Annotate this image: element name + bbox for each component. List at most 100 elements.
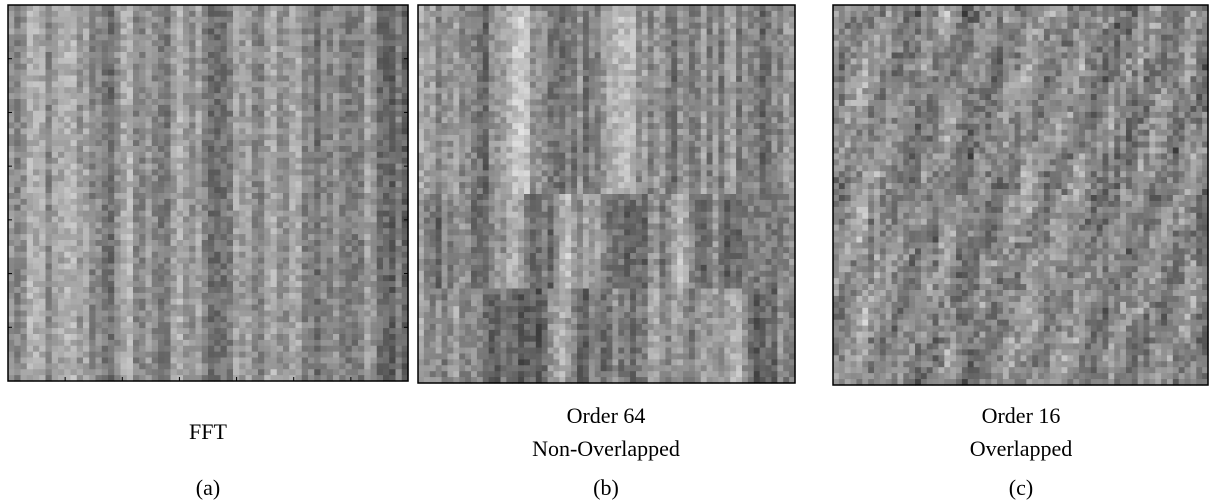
pixel bbox=[766, 5, 772, 12]
pixel bbox=[506, 40, 512, 47]
pixel bbox=[283, 352, 290, 358]
pixel bbox=[377, 334, 384, 340]
pixel bbox=[377, 17, 384, 23]
pixel bbox=[27, 187, 34, 193]
pixel bbox=[183, 334, 190, 340]
pixel bbox=[548, 76, 554, 83]
pixel bbox=[296, 328, 303, 334]
pixel bbox=[271, 217, 278, 223]
pixel bbox=[77, 287, 84, 293]
pixel bbox=[252, 70, 259, 76]
pixel bbox=[718, 35, 724, 42]
pixel bbox=[500, 17, 506, 24]
pixel bbox=[52, 316, 59, 322]
pixel bbox=[553, 29, 559, 36]
pixel bbox=[89, 328, 96, 334]
pixel bbox=[327, 93, 334, 99]
pixel bbox=[553, 35, 559, 42]
pixel bbox=[396, 40, 403, 46]
pixel bbox=[252, 346, 259, 352]
pixel bbox=[121, 211, 128, 217]
pixel bbox=[577, 23, 583, 30]
pixel bbox=[221, 93, 228, 99]
pixel bbox=[308, 340, 315, 346]
pixel bbox=[133, 17, 140, 23]
pixel bbox=[264, 205, 271, 211]
pixel bbox=[358, 193, 365, 199]
pixel bbox=[21, 264, 28, 270]
pixel bbox=[477, 29, 483, 36]
pixel bbox=[177, 293, 184, 299]
pixel bbox=[58, 311, 65, 317]
pixel bbox=[171, 152, 178, 158]
pixel bbox=[377, 158, 384, 164]
pixel bbox=[530, 64, 536, 71]
pixel bbox=[214, 369, 221, 375]
pixel bbox=[364, 128, 371, 134]
pixel bbox=[436, 64, 442, 71]
pixel bbox=[339, 205, 346, 211]
pixel bbox=[171, 5, 178, 11]
pixel bbox=[358, 46, 365, 52]
pixel bbox=[171, 234, 178, 240]
pixel bbox=[83, 363, 90, 369]
pixel bbox=[352, 246, 359, 252]
pixel bbox=[8, 334, 15, 340]
pixel bbox=[89, 346, 96, 352]
pixel bbox=[221, 99, 228, 105]
pixel bbox=[371, 358, 378, 364]
pixel bbox=[221, 11, 228, 17]
pixel bbox=[96, 140, 103, 146]
pixel bbox=[571, 40, 577, 47]
pixel bbox=[777, 46, 783, 53]
pixel bbox=[8, 11, 15, 17]
pixel bbox=[202, 187, 209, 193]
pixel bbox=[321, 205, 328, 211]
pixel bbox=[58, 146, 65, 152]
pixel bbox=[346, 105, 353, 111]
pixel bbox=[239, 234, 246, 240]
pixel bbox=[133, 58, 140, 64]
pixel bbox=[227, 269, 234, 275]
pixel bbox=[430, 5, 436, 12]
pixel bbox=[264, 363, 271, 369]
pixel bbox=[601, 82, 607, 89]
pixel bbox=[483, 17, 489, 24]
pixel bbox=[308, 158, 315, 164]
pixel bbox=[333, 193, 340, 199]
pixel bbox=[648, 23, 654, 30]
pixel bbox=[530, 82, 536, 89]
pixel bbox=[314, 275, 321, 281]
pixel bbox=[302, 328, 309, 334]
pixel bbox=[289, 228, 296, 234]
pixel bbox=[64, 140, 71, 146]
pixel bbox=[377, 305, 384, 311]
pixel bbox=[127, 17, 134, 23]
pixel bbox=[302, 269, 309, 275]
pixel bbox=[177, 358, 184, 364]
pixel bbox=[314, 363, 321, 369]
pixel bbox=[46, 128, 53, 134]
pixel bbox=[114, 64, 121, 70]
pixel bbox=[46, 240, 53, 246]
pixel bbox=[364, 305, 371, 311]
pixel bbox=[196, 252, 203, 258]
pixel bbox=[171, 123, 178, 129]
pixel bbox=[389, 23, 396, 29]
pixel bbox=[389, 264, 396, 270]
pixel bbox=[718, 40, 724, 47]
pixel bbox=[271, 5, 278, 11]
pixel bbox=[695, 76, 701, 83]
pixel bbox=[271, 152, 278, 158]
pixel bbox=[302, 264, 309, 270]
pixel bbox=[289, 152, 296, 158]
pixel bbox=[618, 40, 624, 47]
pixel bbox=[677, 23, 683, 30]
pixel bbox=[607, 58, 613, 65]
pixel bbox=[58, 99, 65, 105]
pixel bbox=[321, 234, 328, 240]
pixel bbox=[396, 328, 403, 334]
pixel bbox=[8, 228, 15, 234]
pixel bbox=[339, 293, 346, 299]
pixel bbox=[227, 134, 234, 140]
